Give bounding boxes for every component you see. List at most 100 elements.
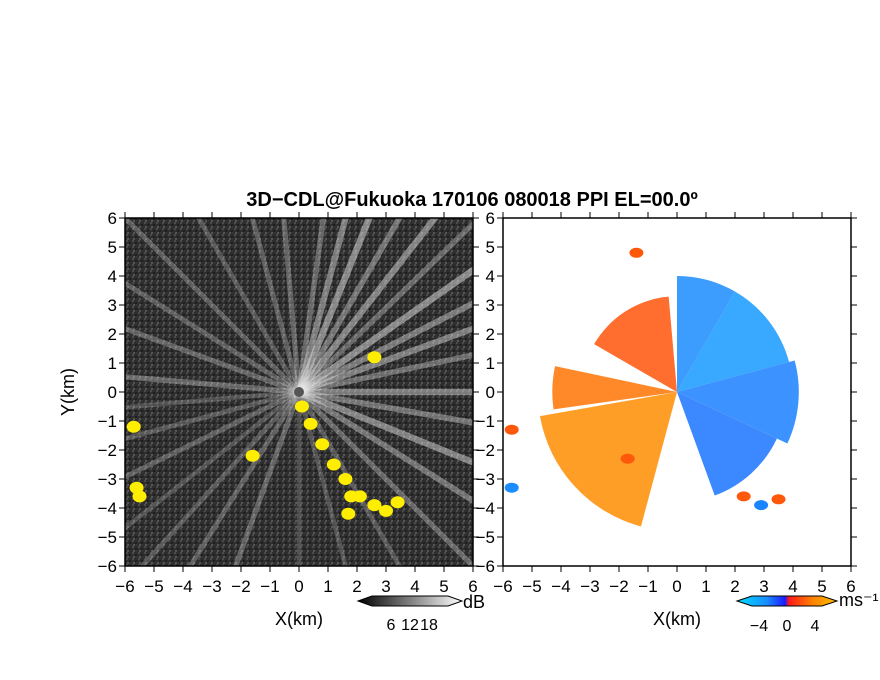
x-tick-label: 2 — [352, 577, 361, 596]
y-tick-label: 4 — [108, 267, 117, 286]
beam-20 — [139, 389, 302, 566]
strong-echo-layer — [126, 351, 405, 520]
x-tick-label: 6 — [468, 577, 477, 596]
x-tick-label: −1 — [260, 577, 279, 596]
y-tick-label: 1 — [108, 354, 117, 373]
y-tick-label: −5 — [476, 528, 495, 547]
x-tick-label: 3 — [381, 577, 390, 596]
x-tick-label: −3 — [580, 577, 599, 596]
edge-echo-0 — [736, 491, 751, 502]
strong-echo-7 — [352, 490, 367, 503]
x-tick-label: 5 — [439, 577, 448, 596]
left-colorbar: 6 12 18 dB — [356, 592, 485, 634]
beam-27 — [125, 280, 302, 395]
left-colorbar-ticks: 6 12 18 — [387, 617, 438, 634]
colorbar-tick-label: 0 — [783, 618, 792, 635]
velocity-sector-5 — [677, 360, 799, 444]
colorbar-tick-label: 6 — [387, 617, 396, 634]
y-tick-label: 2 — [108, 325, 117, 344]
x-tick-label: −2 — [231, 577, 250, 596]
beam-26 — [125, 325, 302, 395]
velocity-sector-3 — [677, 276, 735, 392]
right-colorbar: −4 0 4 ms⁻¹ — [735, 590, 879, 635]
beam-24 — [125, 389, 302, 410]
beam-12 — [295, 388, 473, 466]
x-tick-label: 0 — [672, 577, 681, 596]
colorbar-tick-label: 12 — [401, 617, 419, 634]
x-tick-label: −6 — [115, 577, 134, 596]
right-axis-ticks: −6 −5 −4 −3 −2 −1 0 1 2 3 4 5 6 6 5 4 3 2 1 0 −1 −2 −3 −4 −5 −6 — [476, 209, 857, 596]
beam-4 — [295, 218, 440, 396]
strong-echo-3 — [326, 458, 341, 471]
strong-echo-8 — [367, 499, 382, 512]
x-tick-label: 1 — [323, 577, 332, 596]
beam-29 — [195, 218, 302, 395]
strong-echo-6 — [341, 507, 356, 520]
x-tick-label: 6 — [846, 577, 855, 596]
beam-5 — [296, 220, 473, 395]
velocity-sector-layer — [539, 276, 799, 527]
y-tick-label: −6 — [476, 557, 495, 576]
y-tick-label: 0 — [486, 383, 495, 402]
colorbar-tick-label: 18 — [420, 617, 438, 634]
x-tick-label: 2 — [730, 577, 739, 596]
x-tick-label: −2 — [609, 577, 628, 596]
beam-3 — [296, 218, 403, 395]
beam-18 — [232, 389, 302, 566]
x-tick-label: −4 — [551, 577, 570, 596]
y-tick-label: 6 — [108, 209, 117, 228]
beam-22 — [125, 389, 302, 480]
y-tick-label: 0 — [108, 383, 117, 402]
strong-echo-1 — [303, 417, 318, 430]
strong-echo-13 — [132, 490, 147, 503]
edge-echo-4 — [504, 482, 519, 493]
y-tick-label: 5 — [486, 238, 495, 257]
y-tick-label: −4 — [476, 499, 495, 518]
x-tick-label: −1 — [638, 577, 657, 596]
beam-23 — [125, 389, 302, 442]
edge-echo-3 — [504, 424, 519, 435]
y-tick-label: −3 — [98, 470, 117, 489]
y-tick-label: −2 — [98, 441, 117, 460]
x-tick-label: −4 — [173, 577, 192, 596]
y-tick-label: −4 — [98, 499, 117, 518]
strong-echo-9 — [379, 504, 393, 517]
strong-echo-10 — [390, 496, 405, 509]
beam-11 — [296, 389, 473, 426]
right-panel: −6 −5 −4 −3 −2 −1 0 1 2 3 4 5 6 6 5 4 3 2 1 0 −1 −2 −3 −4 −5 −6 X… — [476, 209, 879, 635]
y-tick-label: 5 — [108, 238, 117, 257]
edge-echo-1 — [754, 500, 769, 511]
beam-6 — [295, 266, 473, 396]
y-tick-label: −3 — [476, 470, 495, 489]
beam-14 — [296, 389, 473, 566]
edge-echo-2 — [771, 494, 786, 505]
beam-30 — [249, 218, 302, 395]
chart-title: 3D−CDL@Fukuoka 170106 080018 PPI EL=00.0… — [246, 189, 698, 211]
velocity-sector-1 — [552, 366, 677, 410]
velocity-sector-4 — [677, 291, 790, 392]
y-tick-label: −2 — [476, 441, 495, 460]
velocity-sector-0 — [539, 392, 677, 527]
x-tick-label: 4 — [788, 577, 797, 596]
beam-28 — [125, 218, 302, 395]
x-tick-label: −5 — [522, 577, 541, 596]
y-tick-label: −1 — [98, 412, 117, 431]
right-colorbar-ticks: −4 0 4 — [750, 618, 820, 635]
y-tick-label: 4 — [486, 267, 495, 286]
colorbar-tick-label: −4 — [750, 618, 768, 635]
y-tick-label: 1 — [486, 354, 495, 373]
beam-21 — [125, 389, 302, 531]
right-colorbar-bar — [735, 595, 839, 607]
beam-8 — [295, 325, 473, 396]
beam-9 — [296, 352, 473, 395]
y-tick-label: 6 — [486, 209, 495, 228]
left-colorbar-unit: dB — [463, 592, 485, 612]
right-colorbar-unit: ms⁻¹ — [839, 590, 879, 610]
x-tick-label: −3 — [202, 577, 221, 596]
strong-echo-14 — [245, 449, 260, 462]
velocity-sector-6 — [677, 392, 777, 496]
beam-1 — [295, 218, 349, 396]
right-x-axis-label: X(km) — [653, 609, 701, 629]
edge-echo-6 — [629, 247, 644, 258]
